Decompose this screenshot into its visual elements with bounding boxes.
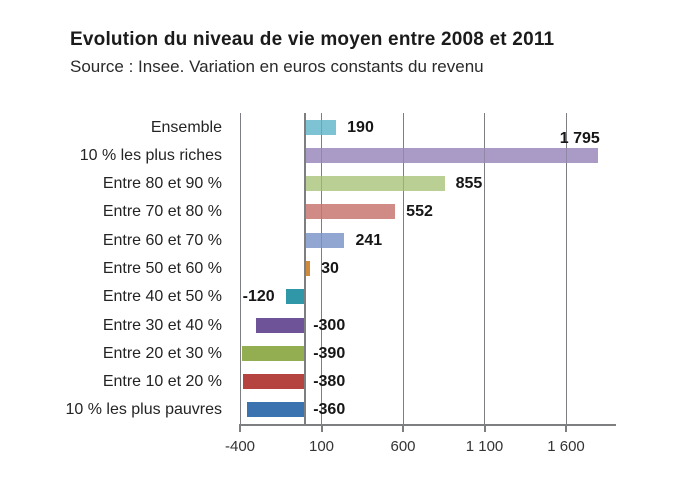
x-axis-tick-label: -400 [224,438,256,455]
bar [256,317,306,333]
x-axis-line [240,424,616,426]
bar [285,289,306,305]
value-label: 241 [355,231,383,249]
bar [305,232,345,248]
bar [241,345,306,361]
gridline [484,113,485,424]
category-label: Entre 30 et 40 % [102,316,222,334]
category-label: Entre 80 et 90 % [102,175,222,193]
gridline-overlay [239,113,241,424]
value-label: -380 [313,373,346,391]
x-axis-tick [239,424,241,432]
bar [305,176,445,192]
value-label: -390 [313,344,346,362]
x-axis-tick [320,424,323,432]
gridline-overlay [484,113,485,424]
x-axis-tick [402,424,404,432]
category-label: 10 % les plus pauvres [65,401,222,419]
chart-title: Evolution du niveau de vie moyen entre 2… [70,29,555,50]
x-axis-tick [565,424,567,432]
chart-subtitle: Source : Insee. Variation en euros const… [70,57,484,76]
bar [243,374,306,390]
gridline-overlay [565,113,567,424]
x-axis-tick-label: 600 [390,438,416,455]
x-axis-tick [483,424,486,432]
gridline [565,113,567,424]
bar [305,261,311,276]
gridline [402,113,404,424]
gridline [321,113,322,424]
category-label: Entre 10 et 20 % [102,373,222,391]
category-label: Entre 70 et 80 % [102,203,222,221]
category-label: Ensemble [150,118,222,136]
gridline-overlay [321,113,322,424]
bar [305,147,598,163]
value-label: -120 [242,288,275,306]
x-axis-tick-label: 1 600 [547,438,585,455]
bar [305,119,337,135]
value-label: 552 [406,203,433,221]
x-axis-tick-label: 1 100 [465,438,504,455]
category-label: Entre 60 et 70 % [102,231,222,249]
category-label: Entre 20 et 30 % [102,344,222,362]
x-axis-tick-label: 100 [308,438,335,455]
value-label: -300 [313,316,346,334]
category-label: Entre 50 et 60 % [102,260,222,277]
gridline-overlay [402,113,404,424]
value-label: 1 795 [559,129,600,147]
value-label: 190 [347,118,374,136]
category-label: Entre 40 et 50 % [102,288,222,306]
gridline [239,113,241,424]
bar [305,204,396,220]
value-label: -360 [313,401,346,419]
value-label: 30 [321,260,339,277]
zero-axis-line [304,113,307,424]
value-label: 855 [455,175,483,193]
category-label: 10 % les plus riches [79,146,222,164]
bar [246,402,306,418]
